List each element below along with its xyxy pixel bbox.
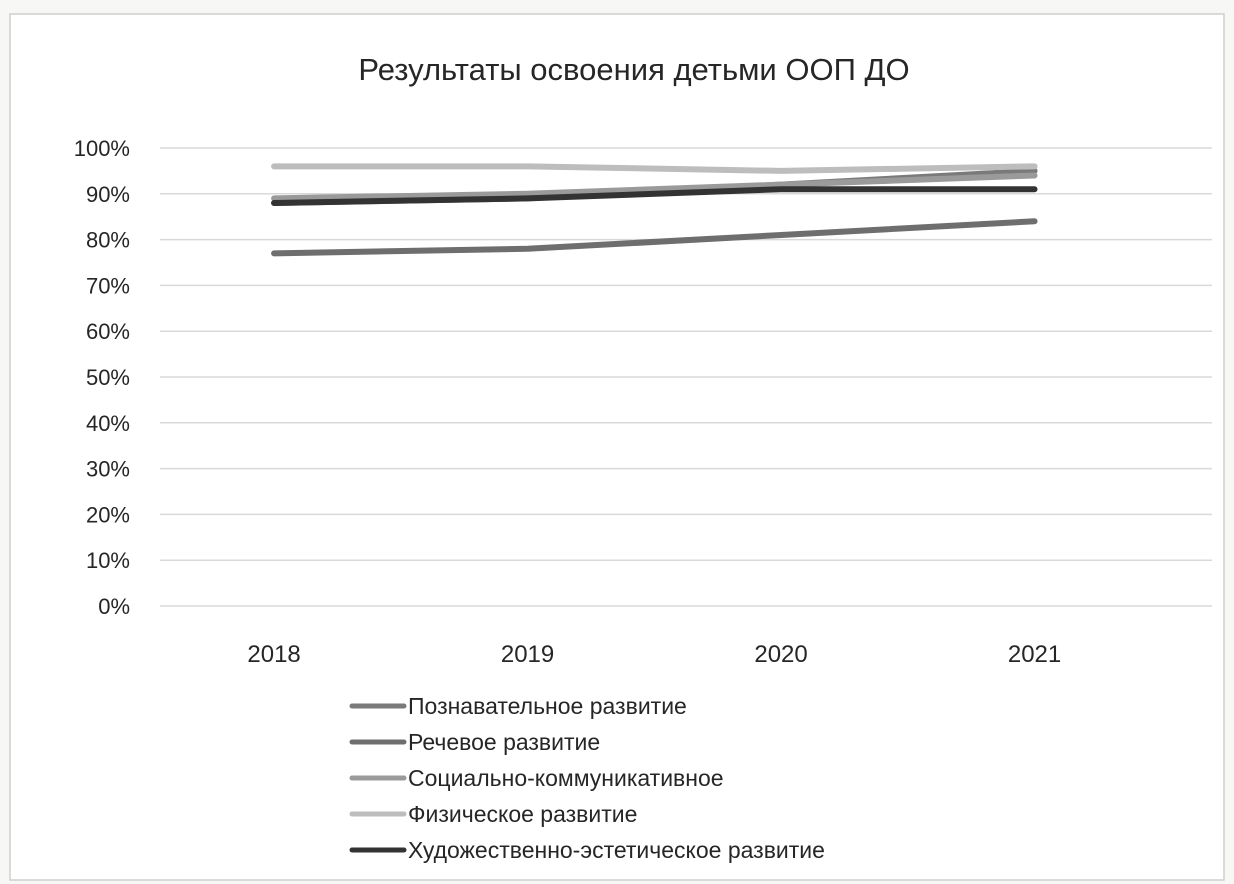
- x-axis-ticks: 2018 2019 2020 2021: [247, 641, 1061, 668]
- series-line-3: [271, 172, 1038, 202]
- series-lines: [271, 163, 1038, 257]
- x-tick-label: 2021: [1008, 641, 1061, 668]
- y-tick-label: 90%: [86, 182, 130, 207]
- y-tick-label: 0%: [98, 594, 130, 619]
- series-line-4: [271, 163, 1038, 174]
- x-tick-label: 2020: [754, 641, 807, 668]
- y-tick-label: 50%: [86, 365, 130, 390]
- y-tick-label: 30%: [86, 457, 130, 482]
- y-axis-ticks: 0% 10% 20% 30% 40% 50% 60% 70% 80% 90% 100%: [74, 136, 130, 619]
- y-tick-label: 70%: [86, 273, 130, 298]
- legend-entry: Художественно-эстетическое развитие: [408, 837, 825, 863]
- x-tick-label: 2019: [501, 641, 554, 668]
- legend: Познавательное развитие Речевое развитие С…: [349, 693, 825, 863]
- chart-area: [9, 13, 1225, 881]
- series-line-2: [271, 218, 1038, 257]
- legend-entry: Физическое развитие: [408, 801, 637, 827]
- y-tick-label: 60%: [86, 319, 130, 344]
- chart-title: Результаты освоения детьми ООП ДО: [358, 52, 909, 87]
- legend-entry: Социально-коммуникативное: [408, 765, 724, 791]
- x-tick-label: 2018: [247, 641, 300, 668]
- series-line-5: [271, 186, 1038, 206]
- y-tick-label: 10%: [86, 548, 130, 573]
- legend-entry: Речевое развитие: [408, 729, 600, 755]
- legend-entry: Познавательное развитие: [408, 693, 687, 719]
- y-tick-label: 20%: [86, 502, 130, 527]
- y-tick-label: 100%: [74, 136, 130, 161]
- y-tick-label: 40%: [86, 411, 130, 436]
- y-tick-label: 80%: [86, 228, 130, 253]
